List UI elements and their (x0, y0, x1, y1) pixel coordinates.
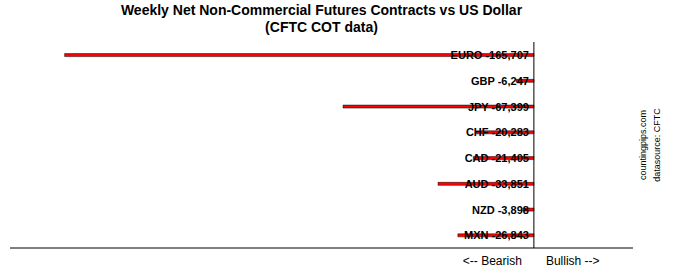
svg-text:EURO -165,707: EURO -165,707 (451, 49, 529, 61)
svg-text:GBP -6,247: GBP -6,247 (471, 75, 529, 87)
svg-text:MXN -26,843: MXN -26,843 (464, 229, 529, 241)
html-text:Bullish -->: Bullish --> (545, 254, 600, 268)
svg-text:CAD -21,405: CAD -21,405 (465, 152, 529, 164)
html-text:Weekly Net Non-Commercial Futu: Weekly Net Non-Commercial Futures Contra… (120, 2, 523, 18)
html-text:<-- Bearish: <-- Bearish (462, 254, 522, 268)
svg-text:CHF -20,283: CHF -20,283 (466, 126, 529, 138)
svg-text:JPY -67,399: JPY -67,399 (468, 101, 529, 113)
svg-text:AUD -33,851: AUD -33,851 (465, 178, 529, 190)
svg-text:NZD -3,898: NZD -3,898 (472, 204, 529, 216)
html-text:countingpips.com: countingpips.com (638, 110, 648, 180)
html-text:(CFTC COT data): (CFTC COT data) (265, 19, 378, 35)
html-text:datasource: CFTC: datasource: CFTC (652, 108, 662, 182)
